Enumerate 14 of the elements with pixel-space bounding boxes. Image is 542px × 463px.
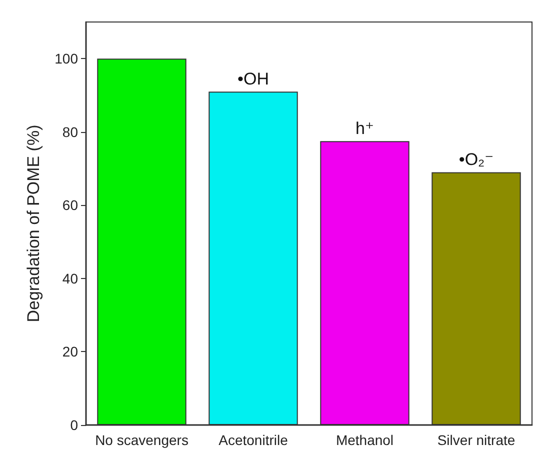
y-tick-label: 100 — [54, 50, 78, 67]
y-tick-label: 20 — [62, 344, 78, 360]
annotation: •OH — [238, 70, 269, 89]
y-tick-label: 80 — [62, 124, 78, 140]
x-tick-label: Acetonitrile — [218, 432, 288, 448]
y-tick-label: 0 — [70, 417, 78, 433]
x-tick-label: No scavengers — [95, 432, 188, 448]
annotation: h⁺ — [356, 119, 374, 138]
y-tick-label: 60 — [62, 197, 78, 214]
x-tick-label: Silver nitrate — [437, 432, 516, 448]
x-tick-label: Methanol — [336, 432, 394, 448]
y-axis-title: Degradation of POME (%) — [24, 124, 43, 322]
annotation: •O₂⁻ — [458, 150, 494, 170]
y-tick-label: 40 — [62, 270, 78, 286]
